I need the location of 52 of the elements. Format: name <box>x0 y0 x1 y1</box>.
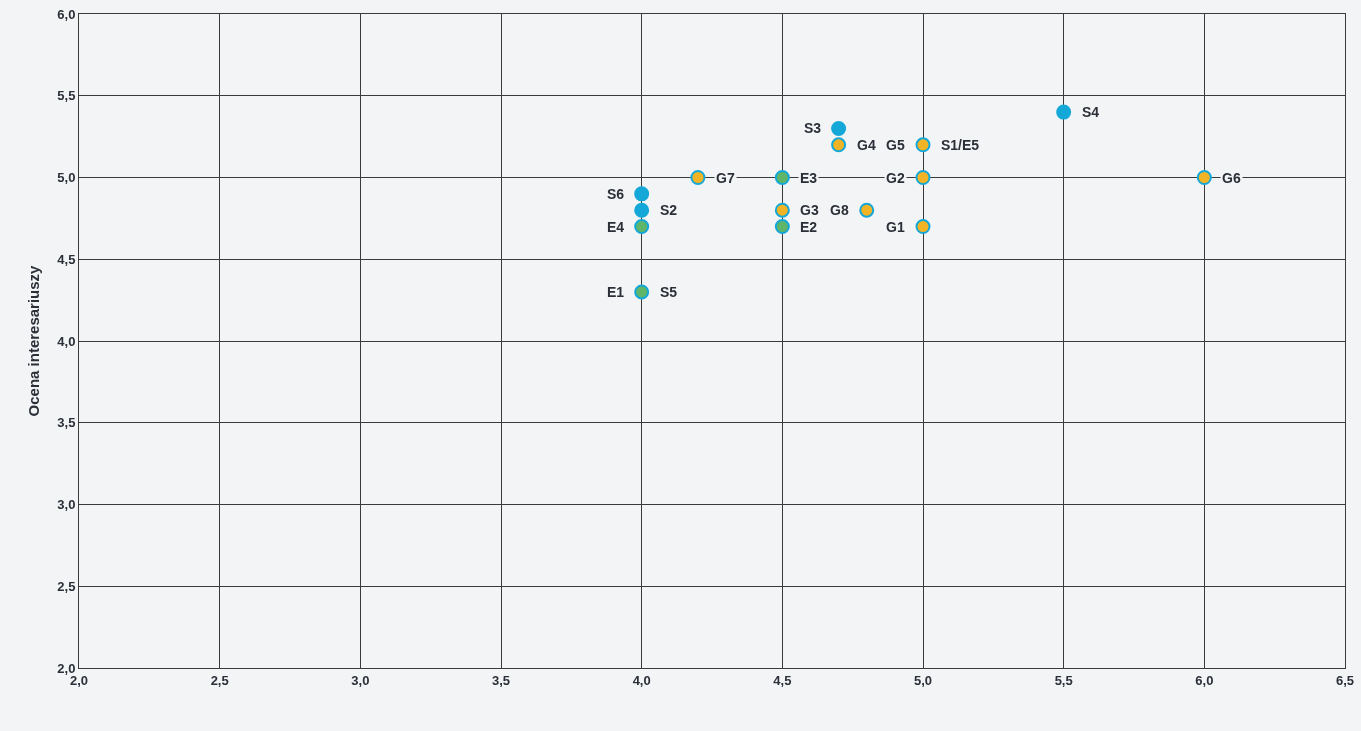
point <box>831 120 847 136</box>
y-axis-title: Ocena interesariuszy <box>24 264 42 417</box>
annotation: S3 <box>804 120 822 136</box>
annotation: E2 <box>800 219 818 235</box>
point <box>690 170 706 185</box>
point <box>774 219 790 235</box>
point <box>915 137 931 153</box>
annotation: S4 <box>1082 104 1100 120</box>
annotation: G6 <box>1222 170 1241 186</box>
x-tick-label: 6,0 <box>1195 672 1214 688</box>
annotation: G5 <box>886 137 905 153</box>
x-tick-label: 3,5 <box>491 672 511 688</box>
y-tick-label: 5,5 <box>57 88 76 104</box>
point <box>915 170 931 185</box>
y-tick-label: 4,5 <box>57 251 76 267</box>
x-tick-label: 3,0 <box>351 672 370 688</box>
y-tick-label: 3,5 <box>57 415 76 431</box>
annotation: E1 <box>607 284 625 300</box>
point <box>634 186 650 202</box>
point <box>774 202 790 218</box>
point <box>831 137 847 153</box>
annotation: G2 <box>886 170 905 186</box>
point <box>634 202 650 218</box>
x-tick-label: 4,0 <box>632 672 651 688</box>
annotation: G1 <box>886 219 905 235</box>
point <box>915 219 931 235</box>
point <box>859 202 875 218</box>
annotation: S5 <box>660 284 678 300</box>
annotation: G3 <box>800 202 819 218</box>
point <box>1056 104 1072 120</box>
x-tick-label: 2,5 <box>210 672 229 688</box>
y-tick-label: 4,0 <box>57 333 76 349</box>
annotation: S6 <box>607 186 625 202</box>
point <box>774 170 790 185</box>
annotation: G8 <box>830 202 849 218</box>
point <box>1196 170 1212 185</box>
annotation: G7 <box>716 170 735 186</box>
annotation: S1/E5 <box>941 137 980 153</box>
y-tick-label: 2,5 <box>57 578 76 594</box>
y-tick-label: 3,0 <box>57 497 76 513</box>
point <box>634 219 650 235</box>
x-tick-label: 5,0 <box>913 672 933 688</box>
annotation: E3 <box>800 170 818 186</box>
annotation: S2 <box>660 202 678 218</box>
x-tick-label: 5,5 <box>1054 672 1073 688</box>
x-tick-label: 4,5 <box>773 672 792 688</box>
y-tick-label: 5,0 <box>57 170 76 186</box>
annotation: E4 <box>607 219 625 235</box>
y-tick-label: 6,0 <box>57 6 76 22</box>
x-tick-label: 6,5 <box>1335 672 1355 688</box>
annotation: G4 <box>857 137 876 153</box>
point <box>634 284 650 300</box>
